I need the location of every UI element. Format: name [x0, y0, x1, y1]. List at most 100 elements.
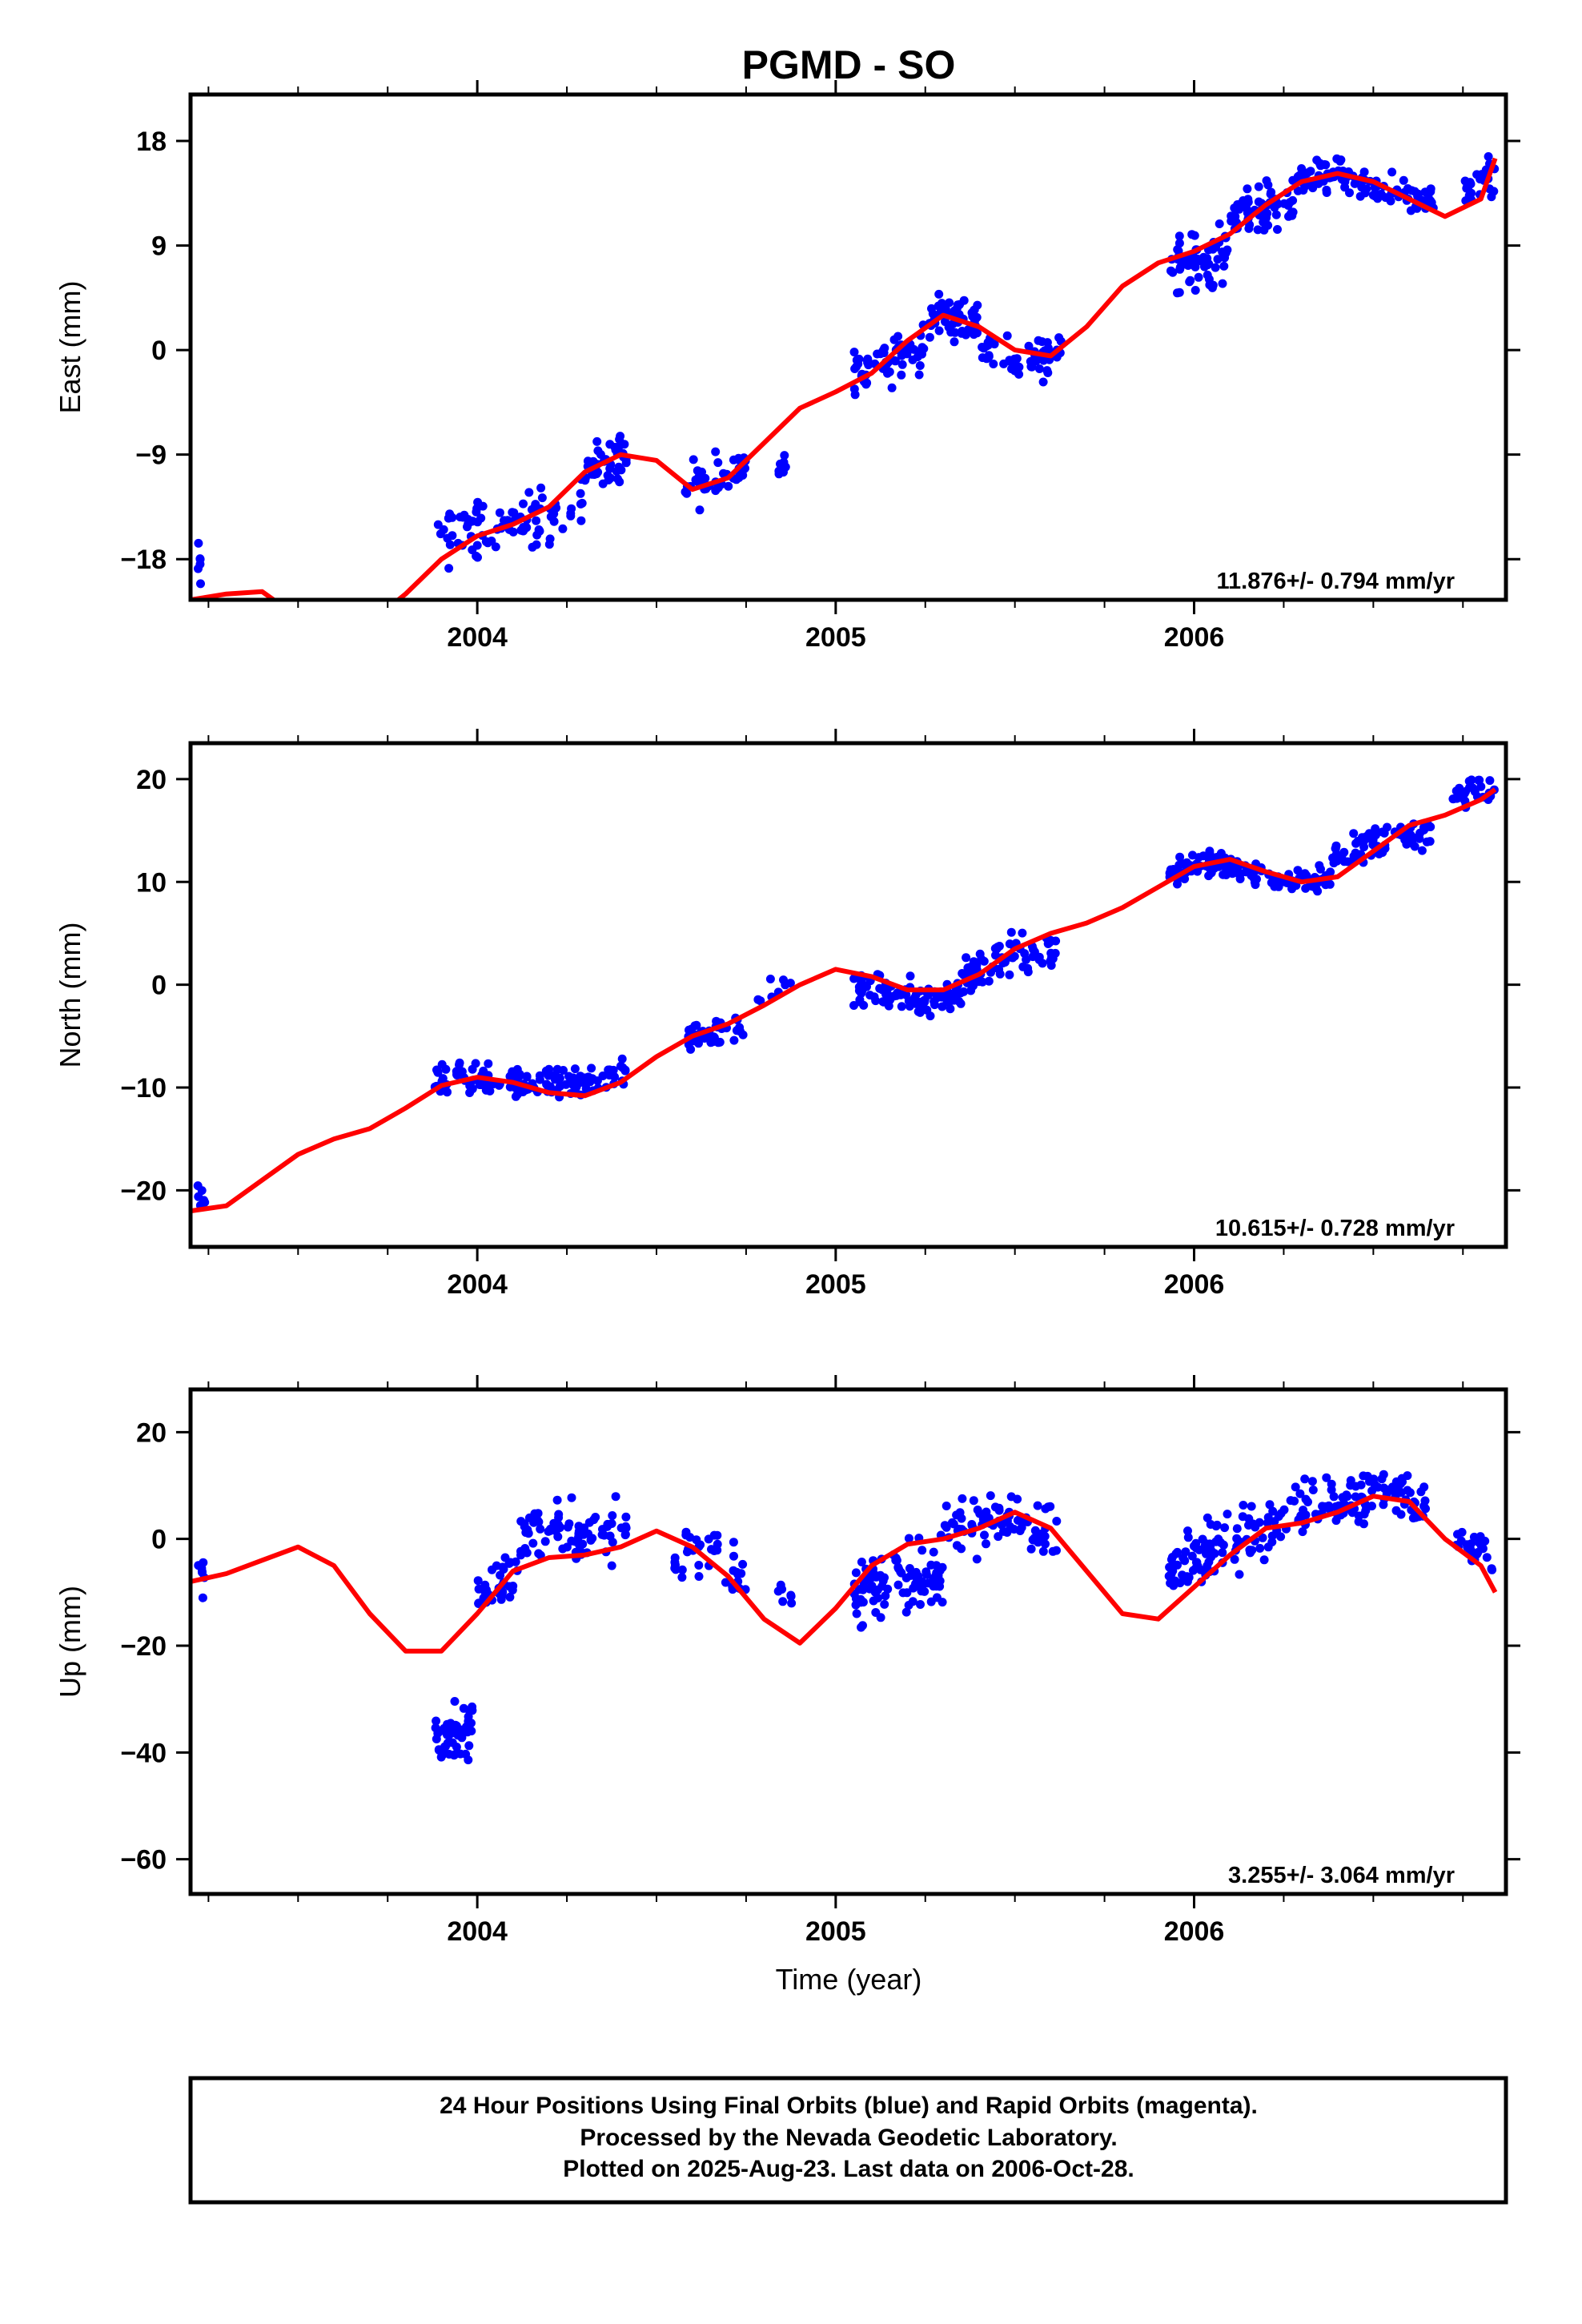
data-point [608, 1511, 617, 1520]
data-point [441, 1742, 450, 1751]
data-point [1307, 1477, 1317, 1486]
data-point [1166, 1569, 1176, 1578]
data-point [586, 1535, 596, 1545]
data-point [604, 475, 613, 485]
data-point [1379, 1470, 1388, 1479]
data-point [1487, 192, 1496, 202]
data-point [954, 996, 964, 1006]
data-point [1297, 164, 1307, 173]
data-point [700, 1034, 709, 1043]
data-point [892, 991, 901, 1000]
data-point [885, 367, 894, 376]
data-point [980, 1530, 989, 1540]
data-point [929, 1574, 938, 1584]
data-point [487, 537, 496, 545]
data-point [473, 517, 482, 527]
data-point [1375, 190, 1384, 199]
data-point [962, 953, 971, 963]
data-point [711, 447, 721, 456]
data-point [620, 1530, 630, 1539]
y-tick-label: 18 [136, 127, 167, 157]
data-point [986, 1491, 995, 1501]
y-tick-label: −10 [120, 1073, 167, 1104]
data-point [1399, 175, 1408, 185]
data-point [530, 1509, 540, 1518]
data-point [1024, 341, 1034, 351]
data-point [1041, 1539, 1050, 1549]
data-point [977, 955, 986, 964]
data-point [1247, 1546, 1257, 1555]
x-tick-label: 2005 [805, 1916, 866, 1947]
data-point [1173, 879, 1182, 889]
data-point [1166, 1578, 1175, 1588]
data-point [883, 1584, 893, 1594]
y-tick-label: −40 [120, 1738, 167, 1768]
data-point [779, 975, 788, 985]
data-point [1207, 868, 1216, 878]
data-point [1262, 176, 1271, 186]
data-point [1263, 1518, 1272, 1528]
data-point [613, 474, 622, 484]
data-point [472, 551, 481, 561]
data-point [1188, 1566, 1198, 1575]
data-point [1046, 935, 1055, 945]
data-point [1417, 846, 1427, 855]
data-point [1407, 186, 1416, 195]
data-point [464, 1716, 473, 1726]
data-point [1270, 882, 1279, 891]
data-point [522, 1548, 532, 1558]
data-point [502, 516, 512, 525]
data-point [1232, 1534, 1242, 1543]
fit-curve-east [191, 157, 1498, 600]
data-point [921, 1570, 931, 1579]
data-point [1423, 192, 1433, 202]
data-point [1387, 1486, 1397, 1495]
data-point [1284, 211, 1293, 221]
data-point [1448, 794, 1458, 804]
data-point [1315, 861, 1324, 870]
data-point [1222, 865, 1231, 875]
data-point [1321, 160, 1331, 170]
data-point [721, 1578, 730, 1587]
data-point [567, 1536, 576, 1546]
data-point [589, 1515, 599, 1525]
data-point [1184, 1573, 1194, 1582]
data-point [947, 327, 957, 336]
data-point [534, 525, 544, 534]
data-point [871, 996, 881, 1006]
data-point [785, 979, 795, 988]
data-point [1274, 1512, 1283, 1522]
data-point [1419, 1502, 1428, 1511]
plot-frame-up [188, 1387, 1508, 1896]
data-point [460, 510, 469, 520]
data-points-north [193, 775, 1499, 1210]
data-point [1026, 1544, 1036, 1554]
data-point [1042, 366, 1052, 376]
data-point [670, 1563, 680, 1573]
data-point [677, 1565, 687, 1574]
y-tick-label: −18 [120, 545, 167, 575]
data-point [455, 1060, 464, 1070]
data-point [1473, 1548, 1483, 1557]
data-point [617, 1054, 627, 1063]
data-point [973, 1506, 982, 1514]
data-point [1359, 1471, 1368, 1481]
data-point [495, 508, 504, 517]
data-point [1303, 1498, 1312, 1506]
data-point [567, 1493, 576, 1502]
data-point [500, 1553, 510, 1562]
data-point [897, 1002, 906, 1011]
data-point [454, 1068, 464, 1078]
data-point [1244, 223, 1254, 233]
data-point [566, 511, 576, 521]
data-point [1328, 853, 1338, 862]
y-tick-label: 20 [136, 1417, 167, 1448]
data-point [963, 963, 973, 972]
data-point [552, 1495, 562, 1505]
data-point [1306, 167, 1315, 176]
data-point [938, 1002, 947, 1011]
data-point [857, 1558, 866, 1566]
data-point [905, 1564, 914, 1573]
data-point [786, 1590, 796, 1600]
